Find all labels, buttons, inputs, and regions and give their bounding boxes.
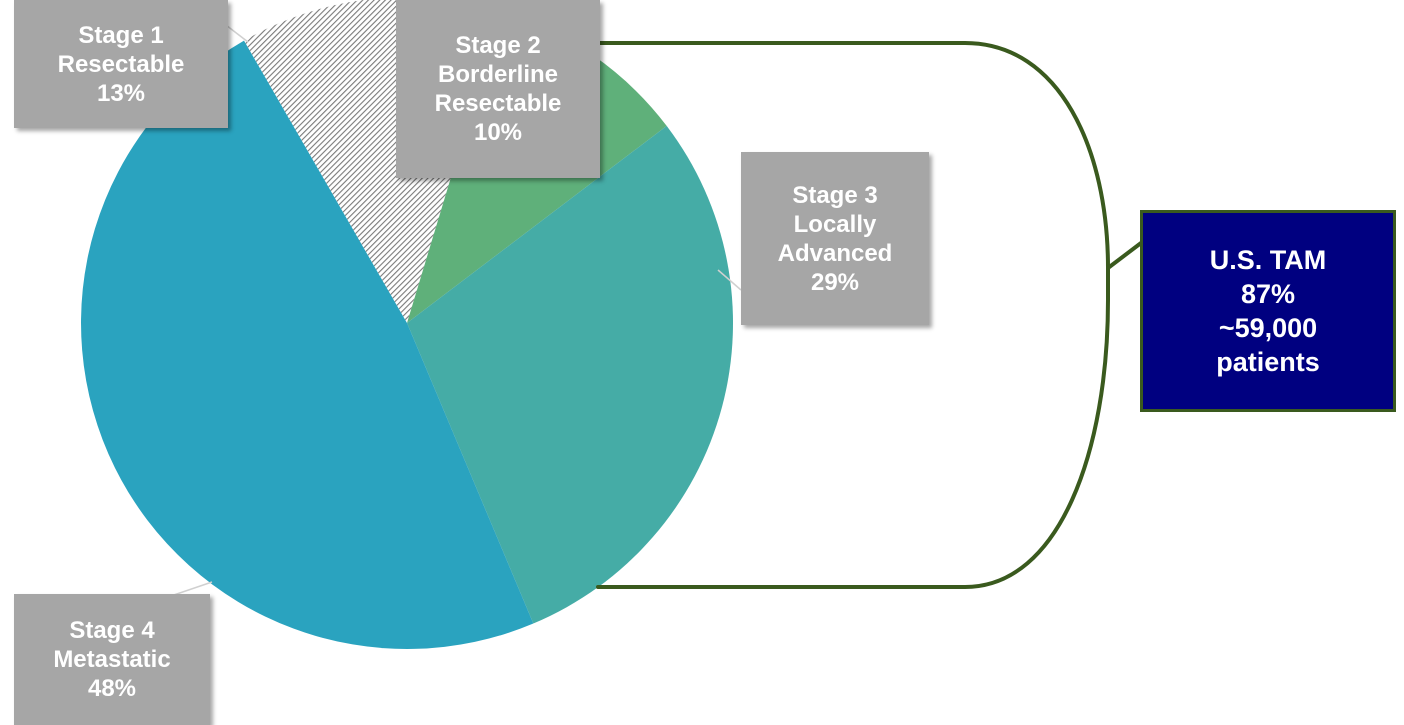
- slice-label-stage-1-line-1: Stage 1: [78, 21, 164, 49]
- tam-callout-percent: 87%: [1240, 279, 1296, 309]
- tam-callout-title: U.S. TAM: [1209, 245, 1327, 275]
- slice-label-stage-1-line-2: Resectable: [57, 50, 185, 78]
- tam-callout-box: U.S. TAM 87% ~59,000 patients: [1140, 210, 1396, 412]
- slice-label-stage-4: Stage 4 Metastatic 48%: [14, 594, 210, 725]
- slice-label-stage-2-value: 10%: [473, 119, 523, 146]
- slice-label-stage-3-line-1: Stage 3: [792, 181, 878, 209]
- slice-label-stage-2-line-3: Resectable: [434, 90, 562, 117]
- slice-label-stage-4-value: 48%: [87, 675, 137, 702]
- slice-label-stage-2: Stage 2 Borderline Resectable 10%: [396, 0, 600, 178]
- slice-label-stage-1: Stage 1 Resectable 13%: [14, 0, 228, 128]
- tam-callout-unit: patients: [1216, 347, 1320, 377]
- slice-label-stage-3-line-3: Advanced: [777, 239, 893, 267]
- tam-callout-count: ~59,000: [1218, 313, 1318, 343]
- slice-label-stage-1-value: 13%: [96, 79, 146, 107]
- slice-label-stage-4-line-2: Metastatic: [53, 646, 171, 673]
- leader-line-stage-3: [717, 269, 742, 291]
- pie-slice-stage-4: [81, 40, 534, 649]
- slice-label-stage-2-line-2: Borderline: [437, 61, 559, 88]
- slice-label-stage-2-line-1: Stage 2: [455, 32, 541, 59]
- slice-label-stage-3: Stage 3 Locally Advanced 29%: [741, 152, 929, 325]
- slice-label-stage-3-line-2: Locally: [793, 210, 877, 238]
- tam-bracket: [596, 41, 1143, 589]
- slice-label-stage-3-value: 29%: [810, 268, 860, 296]
- slice-label-stage-4-line-1: Stage 4: [69, 617, 155, 644]
- pie-slice-stage-3: [407, 125, 734, 624]
